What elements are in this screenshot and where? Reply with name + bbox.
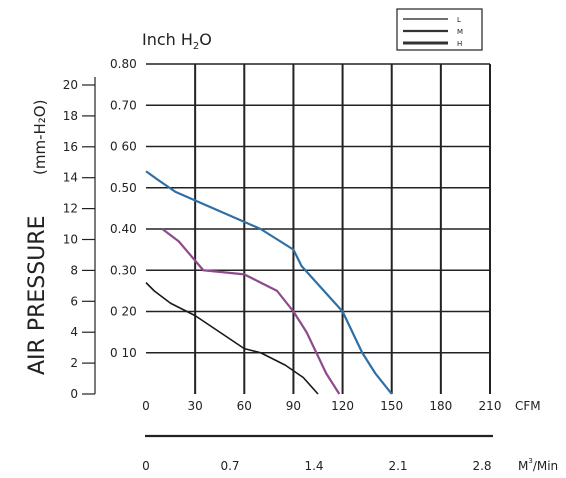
- m3-tick-label: 2.1: [388, 459, 407, 473]
- y-unit-h: H: [181, 30, 193, 49]
- mm-tick-label: 18: [63, 109, 78, 123]
- mm-tick-label: 20: [63, 78, 78, 92]
- m3-tick-label: 0.7: [220, 459, 239, 473]
- y-unit-main: Inch: [142, 30, 176, 49]
- legend: L M H: [396, 8, 483, 51]
- series-line-h: [145, 170, 393, 395]
- series-group: [145, 170, 393, 395]
- x-axis-m3-base: M: [518, 459, 528, 473]
- y-axis-alt-title: (mm-H₂O): [31, 100, 49, 175]
- y-tick-label: 0.80: [110, 57, 137, 71]
- mm-tick-label: 6: [70, 294, 78, 308]
- y-tick-label: 0 20: [110, 305, 137, 319]
- y-tick-label: 0 10: [110, 346, 137, 360]
- legend-label-h: H: [457, 40, 462, 48]
- y-tick-label: 0.50: [110, 181, 137, 195]
- x-axis-cfm-label: CFM: [515, 399, 541, 413]
- mm-tick-label: 0: [70, 387, 78, 401]
- x-tick-label: 0: [142, 399, 150, 413]
- y-axis-title: AIR PRESSURE: [25, 216, 50, 376]
- mm-tick-label: 2: [70, 356, 78, 370]
- y-tick-label: 0.30: [110, 263, 137, 277]
- legend-label-m: M: [457, 28, 463, 36]
- x-axis-m3-label: M3/Min: [518, 457, 558, 473]
- y-unit-tail: O: [199, 30, 212, 49]
- x-tick-label: 60: [237, 399, 252, 413]
- grid: [146, 63, 491, 394]
- m3-tick-label: 0: [142, 459, 150, 473]
- m3-tick-labels: 0 0.7 1.4 2.1 2.8: [142, 459, 491, 473]
- y-tick-label: 0.40: [110, 222, 137, 236]
- x-axis-m3-tail: /Min: [533, 459, 558, 473]
- mm-tick-label: 8: [70, 263, 78, 277]
- x-tick-label: 120: [331, 399, 354, 413]
- m3-tick-label: 1.4: [304, 459, 323, 473]
- y-tick-labels: 0.80 0.70 0 60 0.50 0.40 0.30 0 20 0 10: [110, 57, 137, 360]
- x-tick-labels: 0 30 60 90 120 150 180 210: [142, 399, 501, 413]
- mm-tick-label: 14: [63, 171, 78, 185]
- y-unit-sub: 2: [193, 41, 199, 52]
- x-tick-label: 150: [380, 399, 403, 413]
- legend-label-l: L: [457, 16, 461, 24]
- x-tick-label: 180: [429, 399, 452, 413]
- mm-tick-label: 10: [63, 233, 78, 247]
- x-tick-label: 30: [188, 399, 203, 413]
- y-tick-label: 0 60: [110, 140, 137, 154]
- mm-tick-label: 4: [70, 325, 78, 339]
- mm-tick-label: 12: [63, 202, 78, 216]
- mm-tick-label: 16: [63, 140, 78, 154]
- m3-tick-label: 2.8: [472, 459, 491, 473]
- x-tick-label: 210: [479, 399, 502, 413]
- x-tick-label: 90: [286, 399, 301, 413]
- y-unit-label: Inch H2O: [142, 30, 212, 52]
- x-axis-m3-sup: 3: [528, 457, 532, 465]
- series-line-l: [145, 282, 319, 395]
- series-line-m: [161, 228, 341, 395]
- y-tick-label: 0.70: [110, 98, 137, 112]
